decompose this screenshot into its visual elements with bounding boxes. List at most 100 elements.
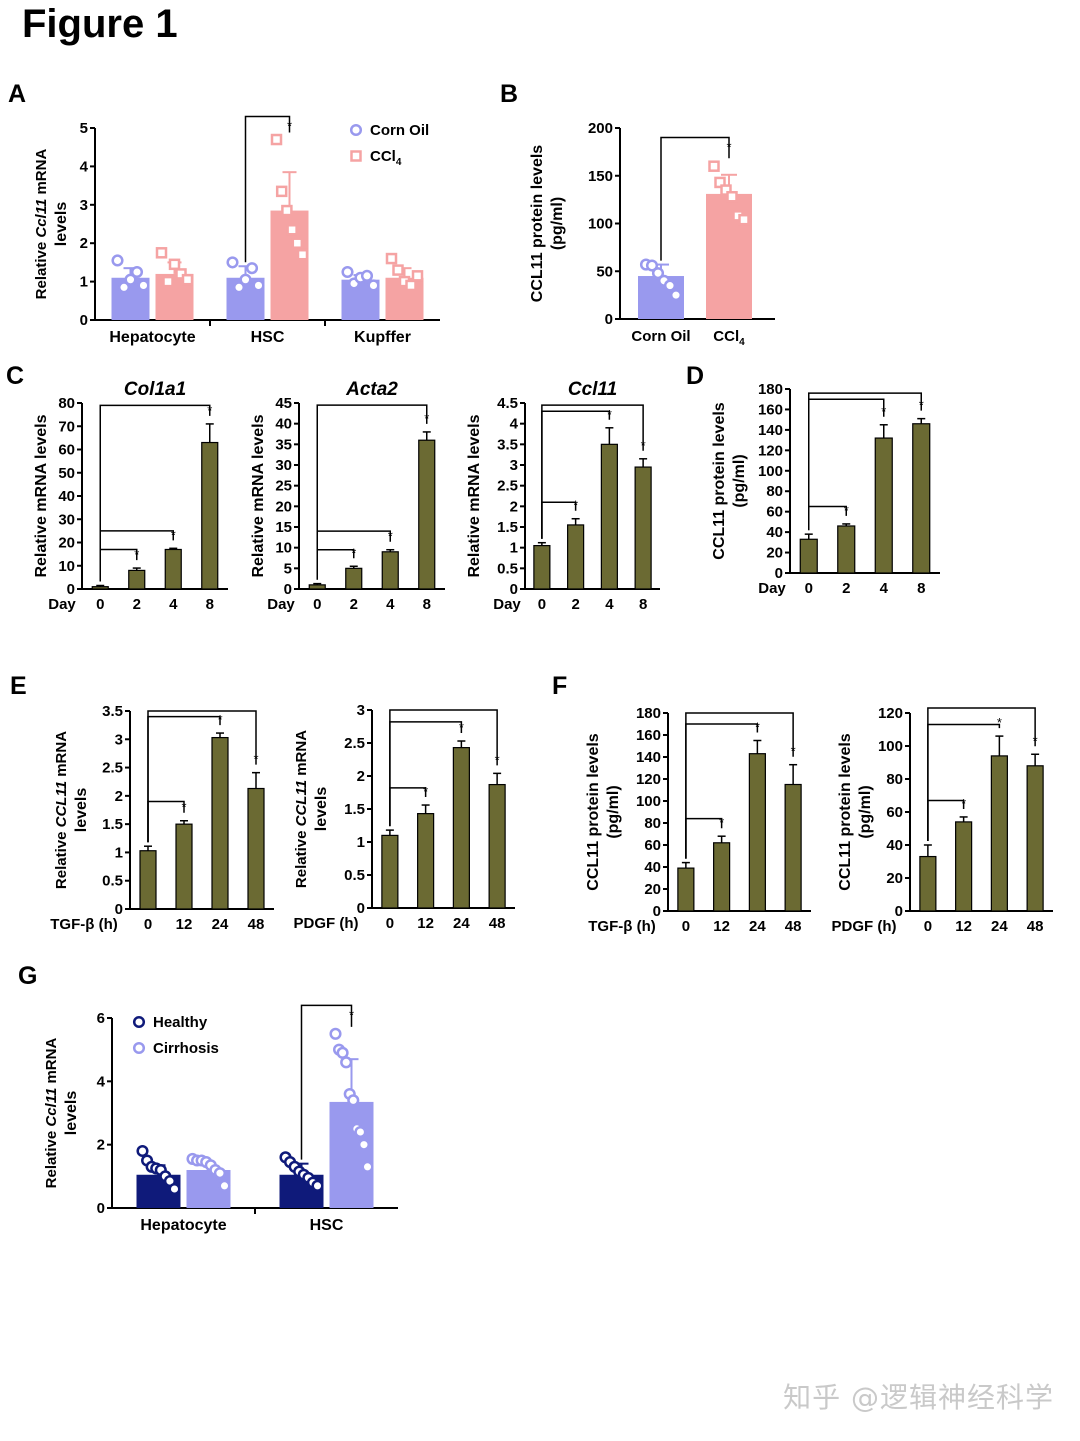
bar — [955, 821, 973, 912]
data-point — [226, 256, 239, 269]
data-point — [405, 279, 417, 292]
x-tick-label: 0 — [144, 916, 152, 933]
significance-star: * — [791, 744, 796, 759]
bar — [452, 747, 470, 909]
y-tick-label: 20 — [275, 498, 292, 515]
y-tick-label: 3 — [510, 457, 518, 474]
data-point — [341, 265, 354, 279]
y-tick-label: 150 — [588, 168, 613, 185]
data-point — [137, 279, 150, 292]
bar — [837, 525, 856, 574]
y-tick-label: 2.5 — [344, 735, 365, 752]
bar — [874, 437, 893, 574]
data-point — [340, 1056, 353, 1069]
bar — [247, 787, 265, 910]
data-point — [218, 1179, 231, 1192]
y-tick-label: 2 — [357, 768, 365, 785]
legend-marker — [349, 123, 363, 137]
x-tick-label: 24 — [212, 916, 229, 933]
x-axis-label: Day — [267, 596, 295, 613]
bar — [128, 569, 146, 590]
data-point — [738, 213, 750, 226]
data-point — [136, 1144, 149, 1158]
bar — [713, 842, 731, 912]
panel-label-e: E — [10, 672, 27, 700]
x-tick-label: 24 — [453, 915, 470, 932]
bar — [164, 548, 182, 590]
x-axis-label: TGF-β (h) — [50, 916, 117, 933]
x-tick-label: 2 — [842, 580, 850, 597]
label-part: Ccl11 — [33, 199, 50, 238]
legend-marker — [132, 1015, 146, 1029]
y-axis-label-line2: levels — [73, 788, 90, 833]
chart-title: Col1a1 — [124, 379, 186, 400]
significance-bracket — [541, 404, 644, 539]
y-axis-label: Relative mRNA levels — [250, 414, 267, 577]
y-axis-label: Relative Ccl11 mRNA — [33, 149, 50, 300]
y-tick-label: 0 — [97, 1200, 105, 1217]
data-point — [175, 268, 187, 280]
y-axis-label: CCL11 protein levels — [585, 733, 602, 890]
y-tick-label: 35 — [275, 436, 292, 453]
significance-star: * — [171, 527, 176, 542]
y-axis-label: CCL11 protein levels — [711, 402, 728, 559]
y-tick-label: 15 — [275, 519, 292, 536]
y-tick-label: 4 — [97, 1073, 106, 1090]
data-point — [239, 273, 252, 286]
x-tick-label: 4 — [605, 596, 614, 613]
y-tick-label: 20 — [886, 870, 903, 887]
y-axis-label: CCL11 protein levels — [529, 145, 546, 302]
y-tick-label: 120 — [636, 771, 661, 788]
data-point — [411, 270, 424, 282]
data-point — [385, 252, 398, 265]
significance-star: * — [573, 498, 578, 513]
significance-bracket — [316, 404, 428, 580]
x-tick-label: 48 — [248, 916, 265, 933]
y-axis-label: Relative CCL11 mRNA — [293, 730, 310, 888]
y-tick-label: 50 — [596, 263, 613, 280]
x-tick-label: 0 — [96, 596, 104, 613]
y-tick-label: 20 — [644, 881, 661, 898]
y-tick-label: 2.5 — [102, 760, 123, 777]
y-tick-label: 30 — [58, 511, 75, 528]
bar — [417, 813, 435, 909]
data-point — [296, 248, 309, 261]
significance-star: * — [181, 800, 186, 815]
label-part: CCL11 — [53, 781, 70, 827]
significance-star: * — [755, 720, 760, 735]
data-point — [245, 262, 259, 275]
y-tick-label: 50 — [58, 465, 75, 482]
y-tick-label: 1.5 — [497, 519, 518, 536]
bar — [567, 524, 585, 590]
data-point — [252, 279, 265, 292]
y-tick-label: 180 — [758, 381, 783, 398]
y-tick-label: 100 — [878, 738, 903, 755]
x-tick-label: 12 — [176, 916, 193, 933]
x-tick-label: 8 — [206, 596, 214, 613]
data-point — [291, 237, 304, 249]
y-tick-label: 80 — [886, 771, 903, 788]
y-tick-label: 2 — [97, 1137, 105, 1154]
y-tick-label: 1 — [357, 834, 365, 851]
bar — [533, 544, 551, 590]
bar — [488, 783, 506, 909]
x-tick-label: Hepatocyte — [140, 1217, 226, 1234]
significance-star: * — [349, 1007, 354, 1022]
data-point — [645, 259, 659, 272]
x-tick-label: 12 — [713, 918, 730, 935]
y-tick-label: 160 — [636, 727, 661, 744]
significance-star: * — [719, 815, 724, 830]
bar — [784, 783, 802, 912]
panel-label-b: B — [500, 80, 518, 108]
legend-marker — [350, 150, 362, 162]
y-tick-label: 1 — [115, 844, 123, 861]
data-point — [361, 1160, 374, 1173]
x-tick-label: 4 — [880, 580, 889, 597]
y-tick-label: 40 — [58, 488, 75, 505]
bar — [634, 466, 652, 590]
significance-bracket — [300, 1004, 353, 1160]
y-tick-label: 100 — [636, 793, 661, 810]
x-tick-label: 8 — [917, 580, 925, 597]
legend-label: CCl4 — [370, 148, 402, 168]
x-tick-label: 0 — [682, 918, 690, 935]
